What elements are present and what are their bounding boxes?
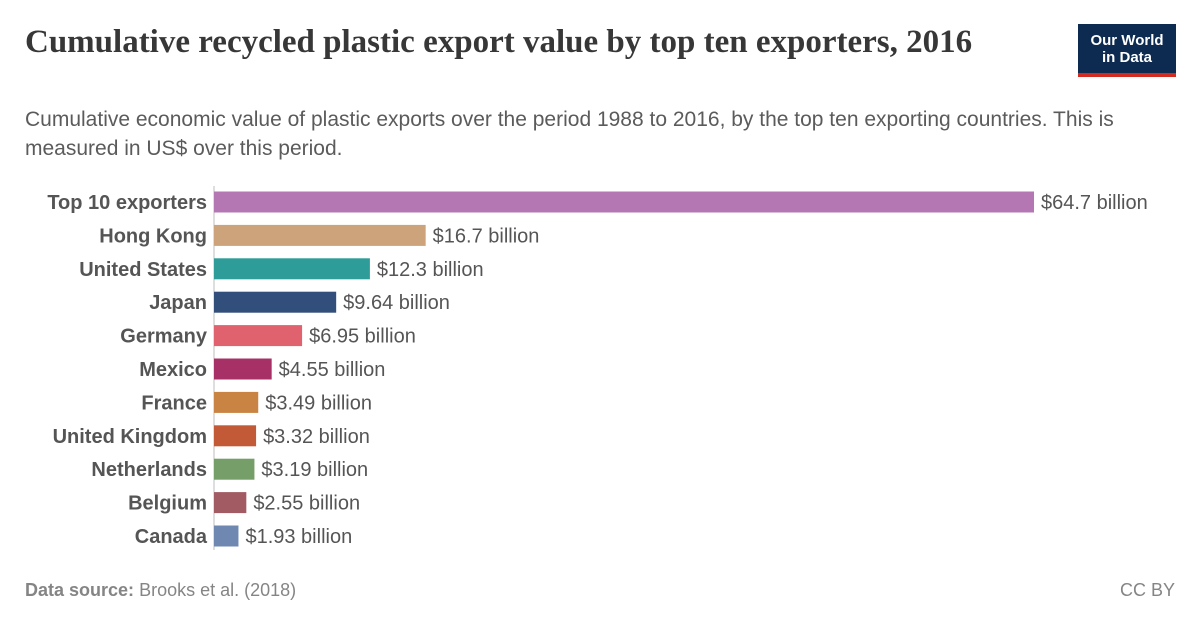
bar-france[interactable]: [214, 391, 259, 413]
bar-belgium[interactable]: [214, 492, 247, 514]
value-label-france: $3.49 billion: [265, 392, 372, 414]
chart-title: Cumulative recycled plastic export value…: [25, 24, 973, 60]
bar-hong-kong[interactable]: [214, 224, 426, 246]
bar-mexico[interactable]: [214, 358, 272, 380]
bar-netherlands[interactable]: [214, 458, 255, 480]
bar-top-10-exporters[interactable]: [214, 191, 1034, 213]
category-label-japan: Japan: [149, 292, 207, 314]
value-label-top-10-exporters: $64.7 billion: [1041, 192, 1148, 214]
logo-line-1: Our World: [1090, 31, 1164, 49]
category-label-united-kingdom: United Kingdom: [53, 426, 207, 448]
bar-japan[interactable]: [214, 291, 337, 313]
chart-subtitle: Cumulative economic value of plastic exp…: [25, 108, 1114, 160]
value-label-hong-kong: $16.7 billion: [433, 225, 540, 247]
data-source-link[interactable]: Brooks et al. (2018): [139, 580, 297, 600]
data-source: Data source: Brooks et al. (2018): [25, 580, 296, 601]
category-label-netherlands: Netherlands: [91, 459, 207, 481]
bar-germany[interactable]: [214, 325, 303, 347]
category-label-hong-kong: Hong Kong: [99, 225, 207, 247]
value-label-canada: $1.93 billion: [245, 526, 352, 548]
owid-logo[interactable]: Our World in Data: [1078, 24, 1176, 77]
value-label-belgium: $2.55 billion: [253, 493, 360, 515]
bar-canada[interactable]: [214, 525, 239, 547]
value-label-japan: $9.64 billion: [343, 292, 450, 314]
category-label-belgium: Belgium: [128, 493, 207, 515]
bar-united-states[interactable]: [214, 258, 370, 280]
value-label-united-states: $12.3 billion: [377, 259, 484, 281]
bar-united-kingdom[interactable]: [214, 425, 257, 447]
category-label-canada: Canada: [135, 526, 208, 548]
license-link[interactable]: CC BY: [1119, 580, 1175, 600]
value-label-mexico: $4.55 billion: [279, 359, 386, 381]
category-label-mexico: Mexico: [139, 359, 207, 381]
category-label-united-states: United States: [79, 259, 207, 281]
value-label-germany: $6.95 billion: [309, 326, 416, 348]
category-label-germany: Germany: [120, 326, 208, 348]
data-source-label: Data source:: [25, 580, 135, 600]
value-label-netherlands: $3.19 billion: [261, 459, 368, 481]
category-label-france: France: [141, 392, 207, 414]
logo-line-2: in Data: [1101, 48, 1152, 66]
category-label-top-10-exporters: Top 10 exporters: [47, 192, 207, 214]
value-label-united-kingdom: $3.32 billion: [263, 426, 370, 448]
